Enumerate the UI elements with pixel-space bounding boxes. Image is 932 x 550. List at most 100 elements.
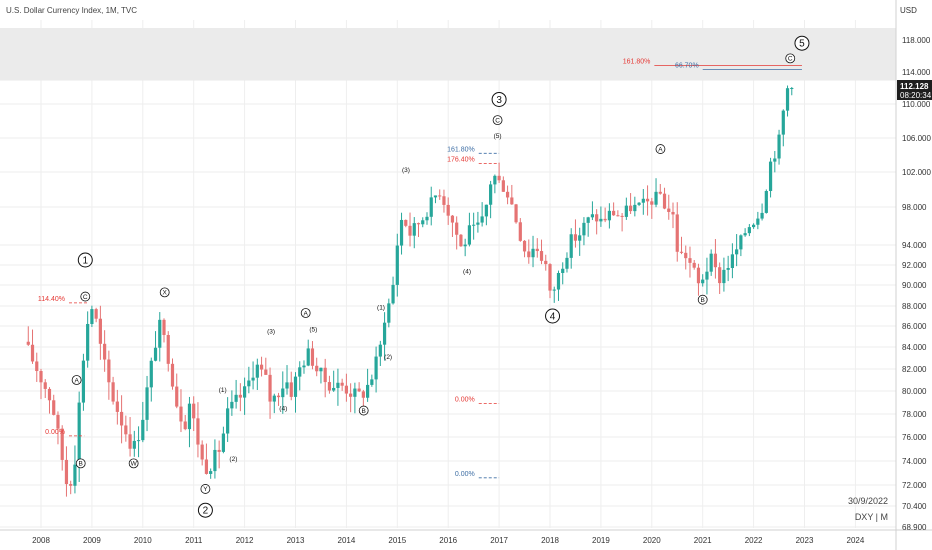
candle[interactable] xyxy=(756,211,760,230)
candle[interactable] xyxy=(293,372,298,413)
candle[interactable] xyxy=(705,257,709,295)
candle[interactable] xyxy=(768,157,773,198)
candle[interactable] xyxy=(404,219,408,228)
candle[interactable] xyxy=(47,387,52,414)
candle[interactable] xyxy=(35,352,39,382)
candle[interactable] xyxy=(785,85,790,117)
candle[interactable] xyxy=(90,305,94,328)
candle[interactable] xyxy=(238,383,242,412)
candle[interactable] xyxy=(289,371,293,401)
candle[interactable] xyxy=(747,224,751,237)
candle[interactable] xyxy=(73,445,77,494)
candle[interactable] xyxy=(595,209,599,235)
candle[interactable] xyxy=(69,480,73,495)
candle[interactable] xyxy=(480,202,484,227)
candle[interactable] xyxy=(590,201,595,221)
candle[interactable] xyxy=(170,358,175,390)
candle[interactable] xyxy=(416,222,421,238)
candle[interactable] xyxy=(124,415,128,442)
candle[interactable] xyxy=(132,430,136,457)
candle[interactable] xyxy=(484,204,488,226)
candle[interactable] xyxy=(391,276,395,305)
candle[interactable] xyxy=(624,197,628,220)
candle[interactable] xyxy=(764,189,768,214)
candle[interactable] xyxy=(522,240,527,258)
candle[interactable] xyxy=(421,217,425,228)
candle[interactable] xyxy=(518,218,522,242)
candle[interactable] xyxy=(217,440,221,469)
candle[interactable] xyxy=(628,193,633,215)
candle[interactable] xyxy=(607,203,611,229)
candle[interactable] xyxy=(183,414,187,431)
candle[interactable] xyxy=(327,375,332,394)
candle[interactable] xyxy=(332,370,336,392)
candle[interactable] xyxy=(251,361,255,390)
candle[interactable] xyxy=(531,235,535,268)
candle[interactable] xyxy=(336,368,340,406)
candle[interactable] xyxy=(234,379,238,409)
candle[interactable] xyxy=(739,234,743,257)
candle[interactable] xyxy=(497,162,501,184)
candle[interactable] xyxy=(501,176,505,192)
candle[interactable] xyxy=(675,202,679,262)
candle[interactable] xyxy=(438,189,442,200)
candle[interactable] xyxy=(726,255,730,282)
candle[interactable] xyxy=(603,207,607,223)
candle[interactable] xyxy=(196,402,200,458)
candle[interactable] xyxy=(450,215,455,238)
candle[interactable] xyxy=(586,216,590,237)
candle[interactable] xyxy=(718,262,722,294)
candle[interactable] xyxy=(556,270,561,301)
candle[interactable] xyxy=(633,196,637,217)
candle[interactable] xyxy=(679,236,684,255)
candle[interactable] xyxy=(514,203,518,224)
candle[interactable] xyxy=(612,202,616,216)
candle[interactable] xyxy=(433,195,438,204)
candle[interactable] xyxy=(620,213,624,232)
candle[interactable] xyxy=(429,186,433,226)
candle[interactable] xyxy=(60,425,64,471)
candle[interactable] xyxy=(599,206,603,227)
candle[interactable] xyxy=(243,377,247,415)
candle[interactable] xyxy=(179,389,183,433)
candle[interactable] xyxy=(86,311,90,368)
candle[interactable] xyxy=(565,252,569,273)
candle[interactable] xyxy=(268,367,272,419)
candle[interactable] xyxy=(374,346,378,393)
candle[interactable] xyxy=(128,417,132,457)
candle[interactable] xyxy=(56,411,60,445)
candle[interactable] xyxy=(701,274,705,287)
candle[interactable] xyxy=(158,312,162,362)
candle[interactable] xyxy=(489,180,493,219)
candle[interactable] xyxy=(722,257,726,292)
candle[interactable] xyxy=(527,239,531,264)
candle[interactable] xyxy=(650,197,654,219)
candle[interactable] xyxy=(310,341,315,370)
candle[interactable] xyxy=(166,331,170,372)
candle[interactable] xyxy=(425,212,429,225)
candle[interactable] xyxy=(30,329,35,364)
candle[interactable] xyxy=(773,150,777,173)
candle[interactable] xyxy=(544,254,548,271)
candle[interactable] xyxy=(505,185,510,205)
candle[interactable] xyxy=(226,397,230,442)
candle[interactable] xyxy=(213,439,217,479)
candle[interactable] xyxy=(743,228,747,237)
candle[interactable] xyxy=(442,189,446,213)
candle[interactable] xyxy=(281,371,285,414)
candle[interactable] xyxy=(709,249,713,276)
candle[interactable] xyxy=(43,379,47,398)
candle[interactable] xyxy=(510,184,514,205)
candle[interactable] xyxy=(399,212,404,255)
candle[interactable] xyxy=(637,202,641,207)
candle[interactable] xyxy=(98,305,102,360)
candle[interactable] xyxy=(752,223,756,229)
candle[interactable] xyxy=(395,233,399,297)
candle[interactable] xyxy=(696,263,701,296)
candle[interactable] xyxy=(730,243,734,279)
candle[interactable] xyxy=(221,426,225,454)
candle[interactable] xyxy=(39,368,43,400)
candle[interactable] xyxy=(370,374,374,387)
candle[interactable] xyxy=(366,368,370,402)
